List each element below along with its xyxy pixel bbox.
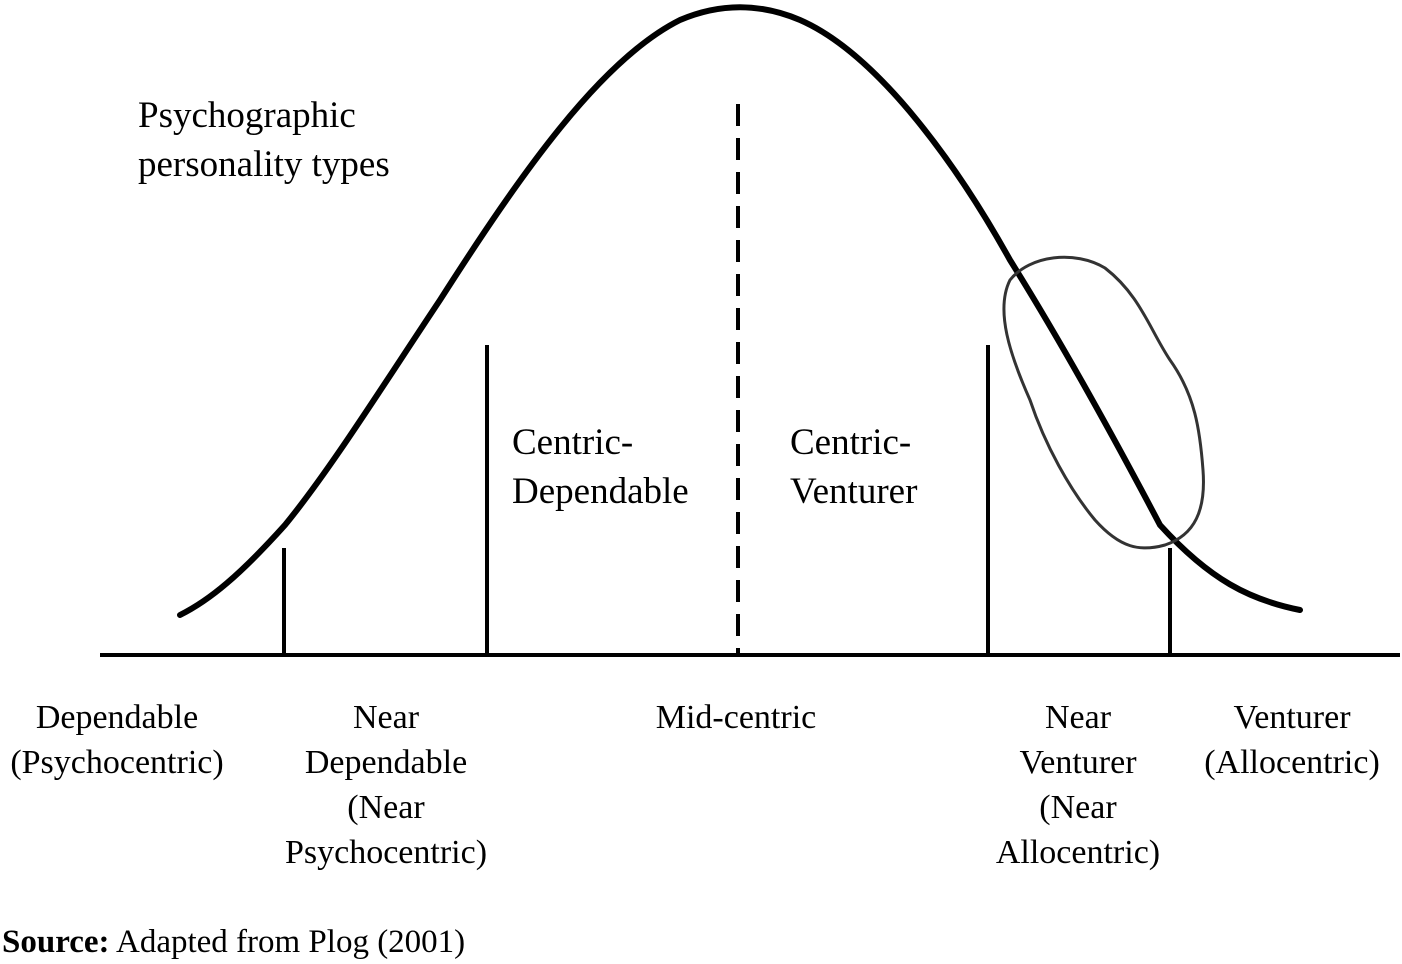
diagram-title: Psychographic personality types [138,95,390,185]
axis-label-near-dependable: Near Dependable (Near Psychocentric) [284,699,488,871]
axis-label-venturer: Venturer (Allocentric) [1204,699,1380,781]
axis-label-near-venturer: Near Venturer (Near Allocentric) [995,699,1161,871]
highlight-loop [1002,255,1205,550]
bell-curve [177,4,1303,618]
axis-label-mid-centric: Mid-centric [655,699,817,736]
source-label: Source: [2,924,110,960]
region-label-centric-venturer: Centric- Venturer [790,422,918,512]
axis-label-dependable: Dependable (Psychocentric) [10,699,224,781]
source-note: Source: Adapted from Plog (2001) [2,920,465,964]
source-text: Adapted from Plog (2001) [115,924,466,960]
region-label-centric-dependable: Centric- Dependable [512,422,689,512]
